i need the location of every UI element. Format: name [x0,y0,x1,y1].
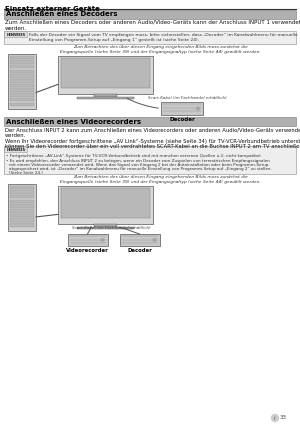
Bar [10,195,34,198]
Text: Videorecorder: Videorecorder [66,248,109,253]
Bar [10,74,34,78]
Bar [4,146,296,174]
Bar [119,234,160,246]
Text: Scart-Kabel (im Fachhandel erhältlich): Scart-Kabel (im Fachhandel erhältlich) [73,226,151,230]
Bar [58,186,153,224]
Bar [10,88,34,92]
Text: Zum Betrachten des über diesen Eingang eingehenden Bilds muss zunächst die
Einga: Zum Betrachten des über diesen Eingang e… [60,175,261,184]
Bar [58,56,153,94]
Text: • Es wird empfohlen, den Anschluss INPUT 2 zu belegen, wenn ein Decoder zum Zusp: • Es wird empfohlen, den Anschluss INPUT… [6,159,270,163]
Text: Decoder: Decoder [169,117,195,122]
Bar [10,79,34,83]
Bar [10,103,34,106]
FancyBboxPatch shape [5,147,27,153]
Circle shape [100,238,104,242]
Text: Decoder: Decoder [127,248,152,253]
Bar [10,190,34,194]
Bar [8,54,36,109]
FancyBboxPatch shape [4,117,296,126]
Bar [10,204,34,208]
Text: mit einem Videorecorder verwendet wird. Wenn das Signal von Eingang 2 bei der Au: mit einem Videorecorder verwendet wird. … [9,163,268,167]
Text: Der Anschluss INPUT 2 kann zum Anschließen eines Videorecorders oder anderen Aud: Der Anschluss INPUT 2 kann zum Anschließ… [5,127,300,149]
Bar [4,31,296,44]
Bar [10,84,34,87]
FancyBboxPatch shape [4,10,296,19]
Bar [68,234,107,246]
Circle shape [271,414,279,422]
Bar [10,98,34,101]
Bar [77,97,134,99]
Bar [10,200,34,203]
Bar [10,218,34,222]
Text: Einsatz externer Geräte: Einsatz externer Geräte [5,6,100,12]
Bar [10,209,34,212]
Bar [10,214,34,217]
Text: i: i [274,416,276,421]
Circle shape [152,238,157,242]
Bar [10,65,34,68]
Text: Anschließen eines Decoders: Anschließen eines Decoders [6,11,118,17]
Text: Zum Anschließen eines Decoders oder anderen Audio/Video-Geräts kann der Anschlus: Zum Anschließen eines Decoders oder ande… [5,20,300,31]
Text: Zum Betrachten des über diesen Eingang eingehenden Bilds muss zunächst die
Einga: Zum Betrachten des über diesen Eingang e… [60,45,261,53]
Bar [10,93,34,97]
Text: HINWEIS: HINWEIS [6,33,26,37]
Text: HINWEIS: HINWEIS [6,148,26,152]
Bar [77,227,134,229]
Text: (Siehe Seite 24.): (Siehe Seite 24.) [9,171,43,175]
Bar [94,94,117,97]
Bar [10,60,34,64]
Bar [8,184,36,231]
Bar [10,223,34,226]
Text: Scart-Kabel (im Fachhandel erhältlich): Scart-Kabel (im Fachhandel erhältlich) [148,96,227,100]
Text: abgespeichert wird, ist „Decoder“ im Kanalwahlmenu für manuelle Einstellung von : abgespeichert wird, ist „Decoder“ im Kan… [9,167,272,171]
Bar [161,102,203,115]
Bar [10,70,34,73]
Bar [10,186,34,189]
Bar [61,58,150,88]
Bar [61,188,150,218]
Text: 33: 33 [280,415,287,420]
Circle shape [196,106,200,111]
Text: Anschließen eines Videorecorders: Anschließen eines Videorecorders [6,118,141,125]
Bar [10,56,34,59]
FancyBboxPatch shape [5,32,27,38]
Text: • Fortgeschrittene „AV-Link“-Systeme für TV-VCR-Verbundbetrieb sind mit manchen : • Fortgeschrittene „AV-Link“-Systeme für… [6,154,262,158]
Bar [94,224,117,227]
Text: Falls der Decoder ein Signal vom TV empfangen muss, bitte sicherstellen, dass „D: Falls der Decoder ein Signal vom TV empf… [29,33,298,42]
